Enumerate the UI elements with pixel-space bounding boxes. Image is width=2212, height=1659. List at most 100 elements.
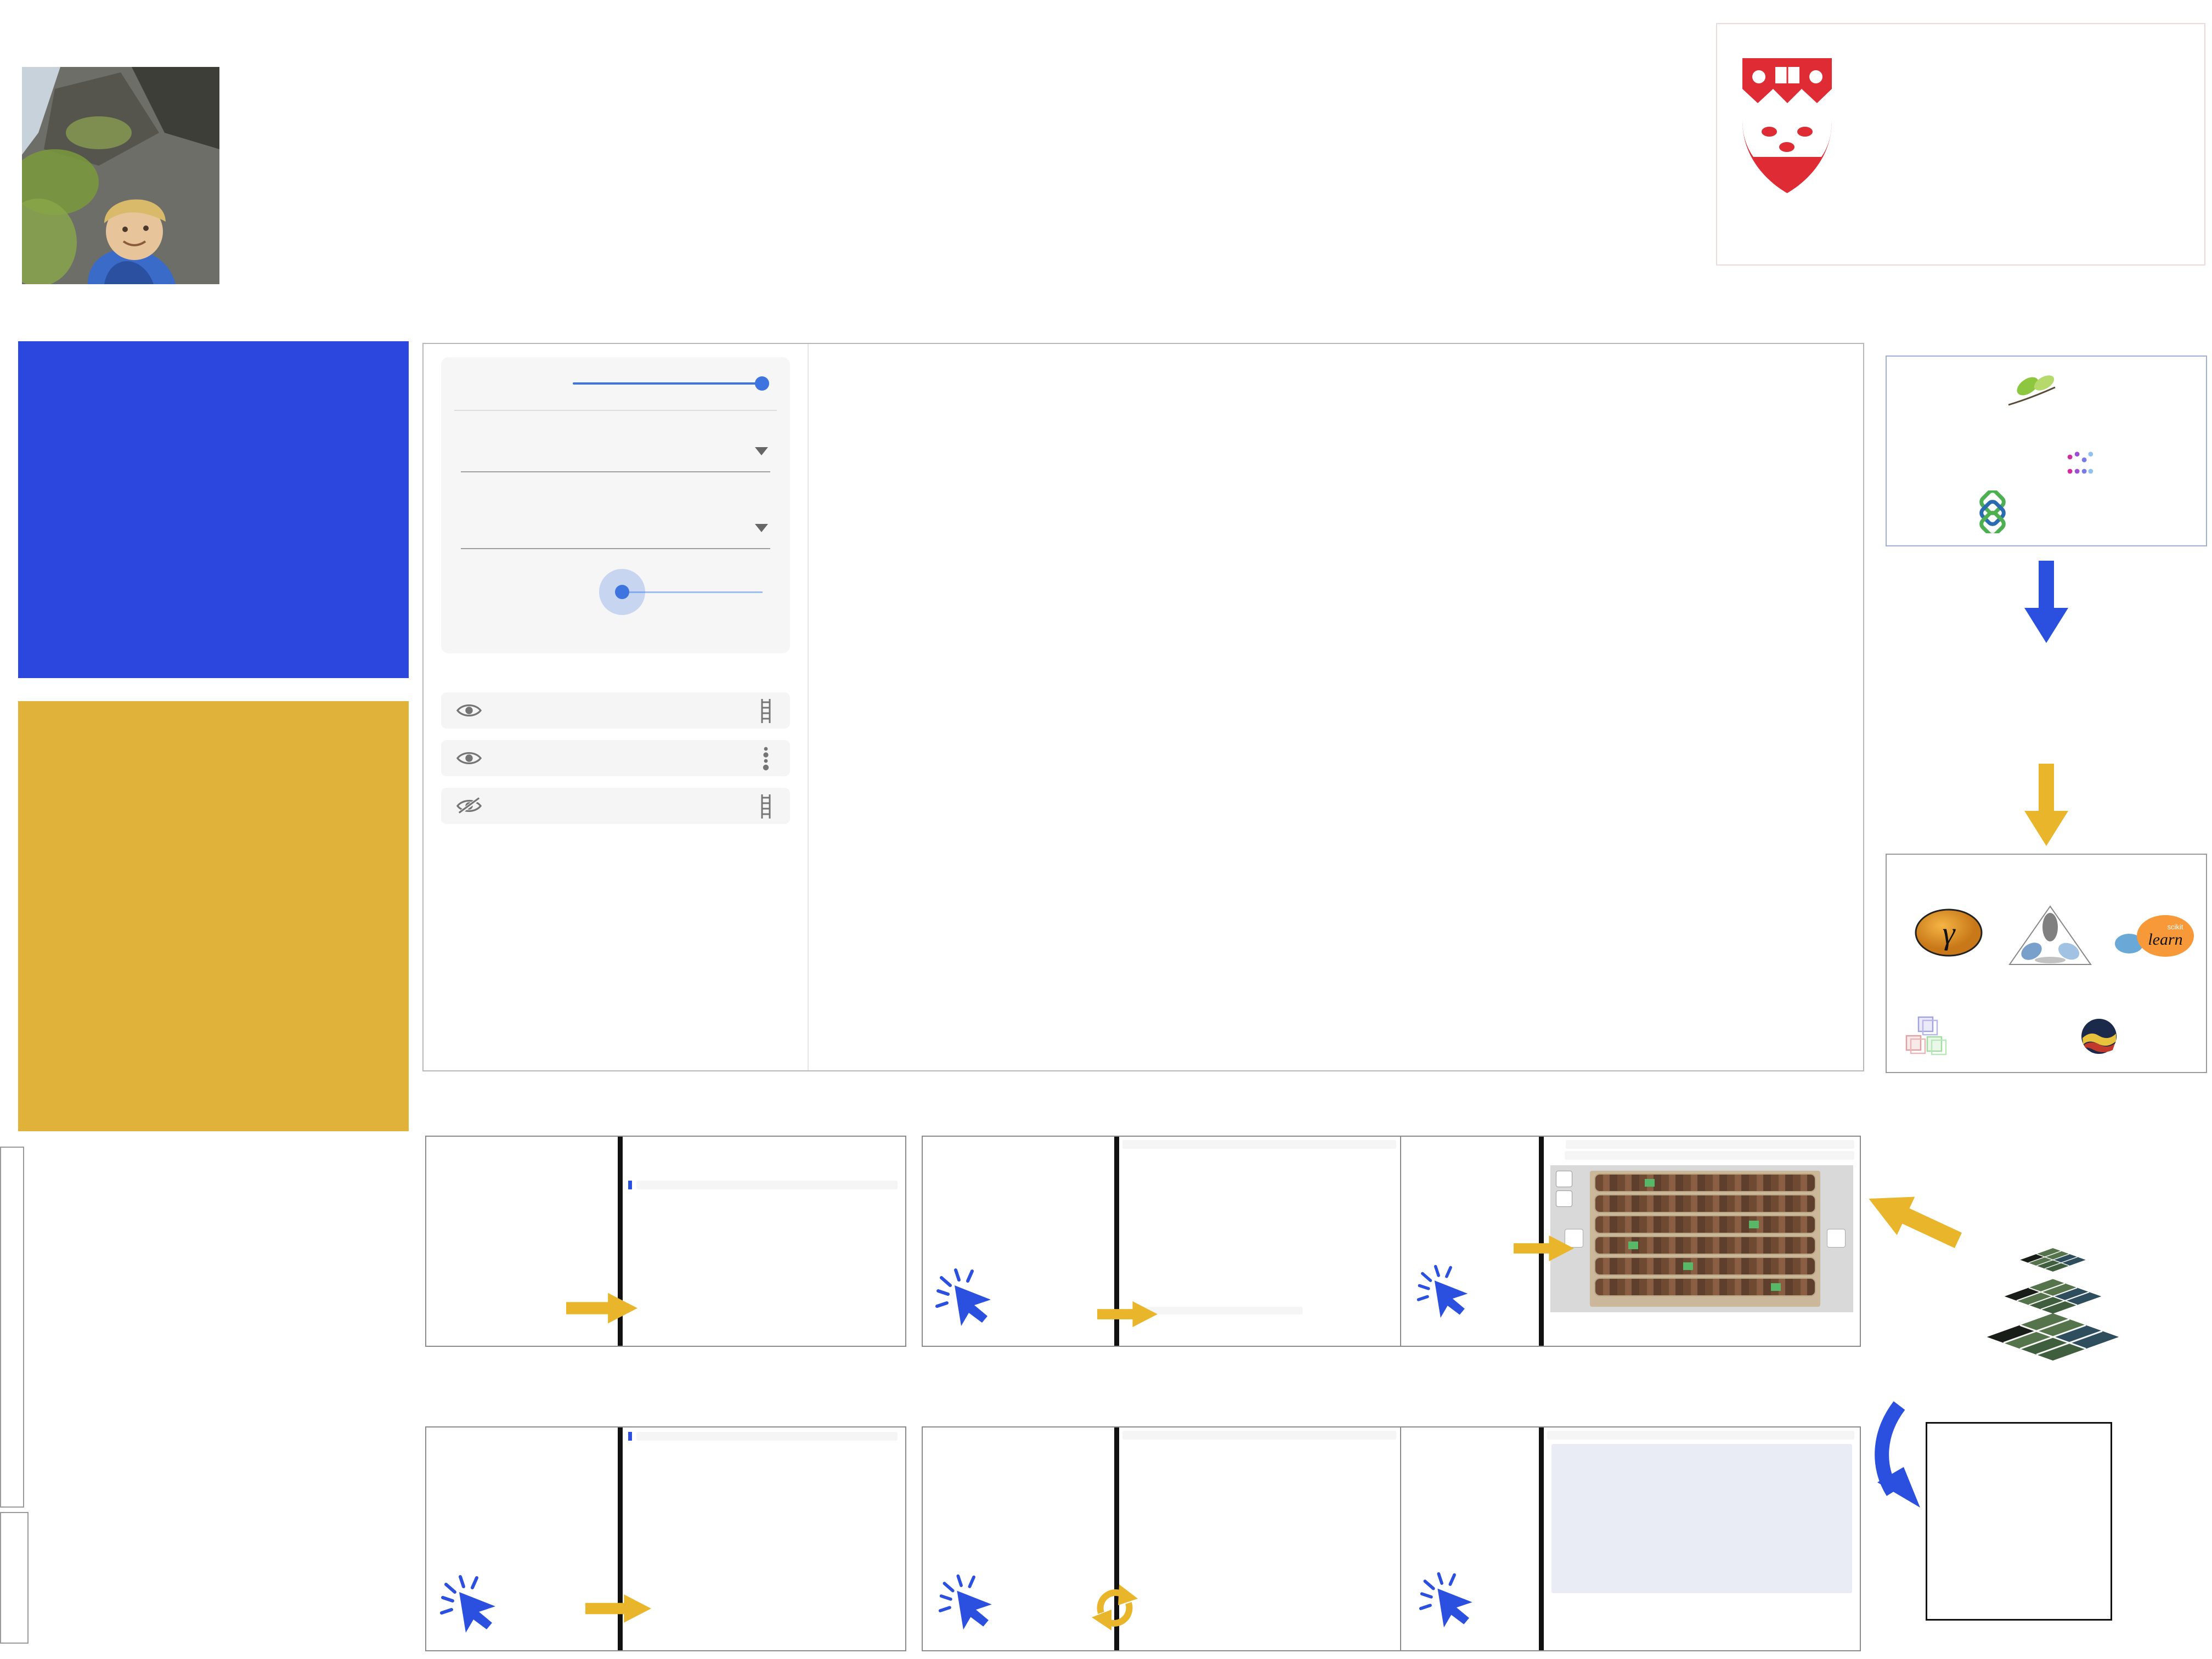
panel-divider (1114, 1137, 1120, 1346)
tile-arrow-icon (1858, 1176, 1968, 1263)
core-row (1594, 1278, 1816, 1296)
mincode-box (0, 1147, 24, 1508)
sklearn-icon: scikit learn (2115, 915, 2194, 957)
layer-toggle-core-photos[interactable] (441, 788, 790, 824)
cell-code[interactable] (636, 1432, 898, 1441)
code-cell[interactable] (1547, 1140, 1854, 1160)
underline (461, 471, 770, 472)
underline (461, 548, 770, 549)
depth-tag (1644, 1179, 1655, 1187)
cell-code[interactable] (1564, 1151, 1854, 1160)
mcgill-shield-icon (1742, 58, 1832, 193)
panel-divider (1538, 1137, 1544, 1346)
eye-icon[interactable] (456, 749, 482, 767)
mini-3d-view (923, 1427, 1114, 1650)
sklearn-scikit-text: scikit (2168, 923, 2183, 931)
author-photo-art (22, 67, 219, 284)
eye-icon[interactable] (456, 702, 482, 719)
panel-other (1400, 1426, 1861, 1651)
zoom-out-button[interactable] (1555, 1190, 1572, 1207)
scatter-plot (1127, 1444, 1385, 1614)
layer-toggle-assays[interactable] (441, 692, 790, 729)
yellow-arrow-icon (566, 1290, 637, 1326)
qr-code (1926, 1422, 2112, 1621)
sklearn-learn-text: learn (2148, 930, 2182, 949)
opacity-slider[interactable] (573, 382, 765, 385)
cursor-click-icon (1418, 1571, 1481, 1634)
cell-code[interactable] (1122, 1431, 1396, 1440)
cell-code[interactable] (1547, 1431, 1854, 1440)
qr-arrow-icon (1875, 1401, 1920, 1508)
chevron-down-icon[interactable] (755, 524, 768, 532)
poster-title (277, 65, 1725, 79)
gempy-icon (2081, 1019, 2117, 1054)
panel-other-pane (1543, 1427, 1860, 1650)
cell-code[interactable] (636, 1181, 898, 1189)
code-cell[interactable] (628, 1181, 898, 1189)
geostatspy-icon: γ (1915, 909, 1983, 957)
zoom-in-button[interactable] (1555, 1171, 1572, 1187)
code-cell[interactable] (1122, 1431, 1396, 1440)
panel-getdata-pane (623, 1427, 905, 1650)
divider (454, 410, 777, 411)
core-row (1594, 1215, 1816, 1234)
analysis-card: γ scikit learn (1886, 854, 2207, 1073)
panel-divider (618, 1137, 623, 1346)
eye-off-icon[interactable] (456, 797, 482, 815)
cycle-arrows-icon (1092, 1584, 1138, 1630)
mini-3d-view (923, 1137, 1114, 1346)
panel-scatter (922, 1426, 1403, 1651)
yellow-arrow-icon (1097, 1299, 1158, 1329)
control-panel (441, 357, 790, 653)
panel-corephotos-pane (1543, 1137, 1860, 1346)
downhole-plot (1121, 1151, 1398, 1300)
code-cell[interactable] (628, 1432, 898, 1441)
opacity-slider-knob[interactable] (755, 376, 769, 391)
tile-pyramid (1986, 1248, 2120, 1362)
leaf-icon (2008, 375, 2056, 406)
panel-filter-pane (623, 1137, 905, 1346)
simpeg-icon (1905, 1016, 1947, 1056)
panel-downhole-pane (1119, 1137, 1402, 1346)
cursor-click-icon (934, 1267, 1000, 1333)
limits-slider[interactable] (622, 591, 763, 593)
code-cell[interactable] (1122, 1140, 1396, 1149)
next-photo-button[interactable] (1827, 1229, 1846, 1248)
cell-code[interactable] (1565, 1140, 1854, 1149)
problems-box (18, 341, 409, 678)
scene-3d[interactable] (809, 344, 1864, 1070)
panel-divider (618, 1427, 623, 1650)
core-row (1594, 1236, 1816, 1255)
plotly-icon (2067, 452, 2094, 474)
author-photo (22, 67, 219, 284)
depth-tag (1628, 1242, 1638, 1249)
chevron-down-icon[interactable] (755, 447, 768, 455)
mcgill-card (1716, 23, 2205, 266)
depth-tag (1683, 1262, 1693, 1270)
interval-icon (758, 793, 774, 820)
depth-tag (1770, 1283, 1781, 1291)
panel-downhole (922, 1136, 1403, 1347)
mini-3d-view (1401, 1427, 1539, 1650)
flow-arrow-yellow-icon (2024, 764, 2068, 846)
libs-card (1886, 356, 2207, 546)
pyrolite-icon (2008, 905, 2092, 965)
layer-toggle-samples[interactable] (441, 740, 790, 776)
limits-slider-knob[interactable] (615, 585, 629, 599)
prev-photo-button[interactable] (1564, 1229, 1583, 1248)
cursor-click-icon (937, 1573, 1000, 1636)
ghost-cell (1133, 1307, 1303, 1314)
panel-separator (808, 344, 809, 1070)
leaflet-core-viewer[interactable] (1550, 1165, 1853, 1312)
cell-code[interactable] (1122, 1140, 1396, 1149)
svg-text:γ: γ (1943, 915, 1956, 951)
panel-divider (1114, 1427, 1120, 1650)
code-cell[interactable] (1547, 1431, 1854, 1440)
core-row (1594, 1173, 1816, 1192)
points-icon (758, 746, 774, 772)
yellow-arrow-icon (1514, 1233, 1574, 1263)
cursor-click-icon (1415, 1263, 1476, 1324)
interval-icon (758, 698, 774, 724)
cell-prompt (1547, 1151, 1565, 1158)
